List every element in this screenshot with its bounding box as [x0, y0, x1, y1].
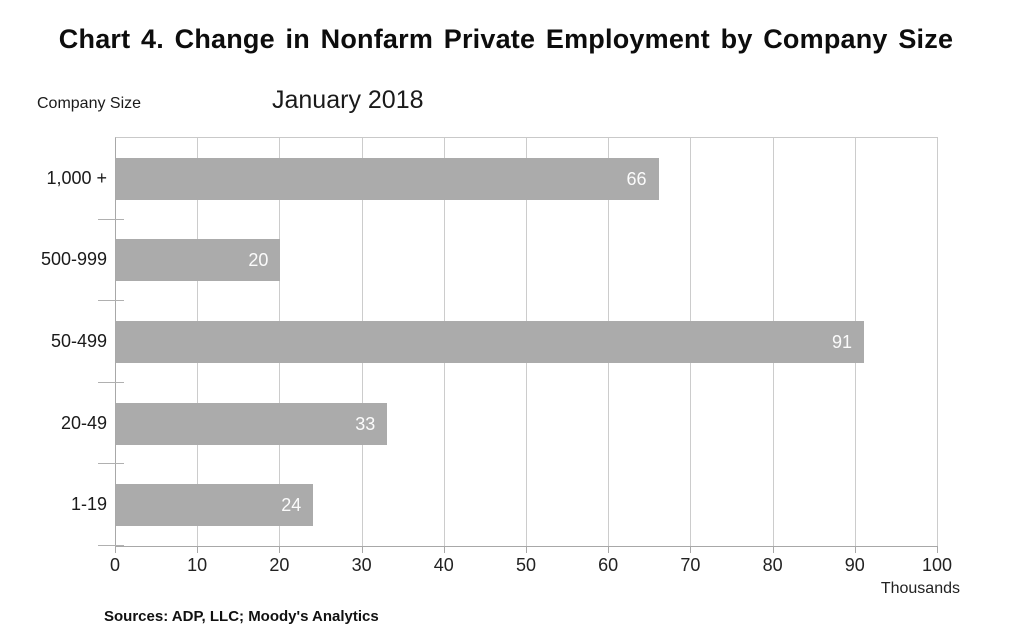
y-axis-title: Company Size [37, 95, 142, 112]
x-axis-tick [608, 546, 610, 553]
x-axis-tick-label: 100 [921, 555, 953, 575]
gridline [937, 138, 938, 546]
x-axis-tick [197, 546, 199, 553]
x-axis-tick [937, 546, 938, 553]
x-axis-tick [443, 546, 445, 553]
x-axis-unit-label: Thousands [880, 580, 960, 597]
y-axis-tick [98, 300, 124, 302]
x-axis-tick [772, 546, 774, 553]
x-axis-tick-label: 10 [187, 555, 208, 575]
x-axis-tick-label: 20 [269, 555, 290, 575]
bar: 91 [116, 321, 865, 363]
x-axis-tick-label: 80 [762, 555, 783, 575]
bar-value-label: 24 [281, 495, 302, 516]
bar: 33 [116, 402, 388, 445]
x-axis-tick [690, 546, 692, 553]
x-axis-tick [854, 546, 856, 553]
y-axis-tick [98, 218, 124, 220]
x-axis-tick [526, 546, 527, 553]
plot-area: 66 20 91 33 24 [115, 137, 938, 547]
x-axis-tick [115, 546, 116, 553]
x-axis-tick-label: 70 [680, 555, 701, 575]
bar-value-label: 66 [626, 168, 647, 189]
y-axis-tick [98, 381, 124, 383]
y-axis-category-label: 1,000 + [46, 167, 107, 188]
bar-value-label: 91 [831, 332, 853, 352]
x-axis-tick-label: 90 [844, 555, 865, 575]
x-axis-tick-label: 40 [433, 555, 454, 575]
chart-title: Chart 4. Change in Nonfarm Private Emplo… [58, 24, 954, 54]
y-axis-tick [98, 463, 124, 465]
x-axis-tick [279, 546, 281, 553]
bar-value-label: 33 [355, 413, 376, 434]
y-axis-category-label: 50-499 [50, 331, 107, 351]
x-axis-tick-label: 60 [598, 555, 619, 575]
bar: 66 [116, 157, 659, 200]
bar: 24 [116, 484, 314, 527]
source-note: Sources: ADP, LLC; Moody's Analytics [104, 608, 379, 625]
bar: 20 [116, 239, 281, 282]
y-axis-category-label: 20-49 [60, 412, 107, 433]
x-axis-tick-label: 50 [515, 555, 537, 575]
x-axis-tick-label: 0 [109, 555, 120, 575]
x-axis-tick-label: 30 [351, 555, 372, 575]
y-axis-category-label: 500-999 [40, 249, 107, 270]
x-axis-tick [361, 546, 363, 553]
bar-value-label: 20 [248, 250, 269, 271]
y-axis-tick [98, 545, 124, 546]
y-axis-category-label: 1-19 [70, 494, 107, 515]
chart-subtitle: January 2018 [272, 86, 424, 114]
